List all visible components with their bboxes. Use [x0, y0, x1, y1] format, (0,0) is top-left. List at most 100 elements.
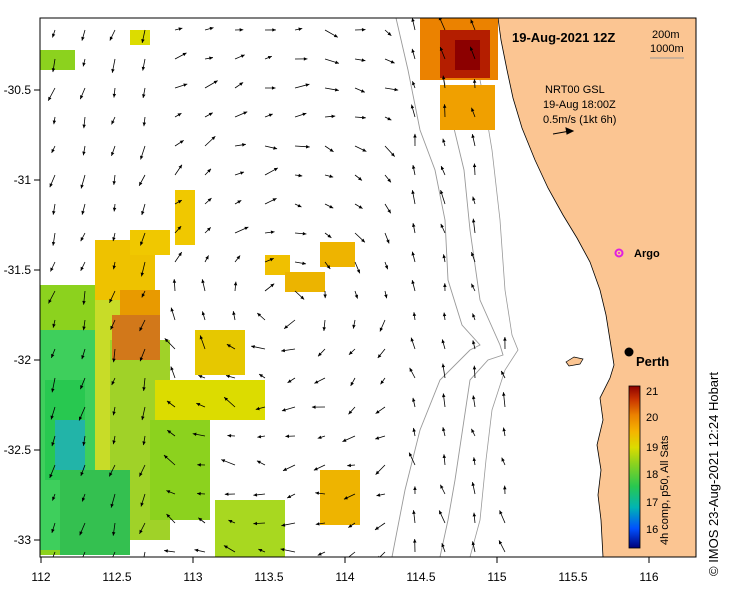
current-arrow	[502, 427, 506, 437]
credit-text: © IMOS 23-Aug-2021 12:24 Hobart	[706, 372, 721, 576]
current-arrow	[174, 112, 182, 118]
current-arrow	[51, 29, 56, 38]
current-arrow	[374, 522, 386, 531]
colorbar-tick: 17	[646, 497, 658, 509]
isobath-shelf	[469, 29, 519, 557]
current-arrow	[408, 452, 416, 466]
current-arrow	[264, 167, 279, 176]
current-arrow	[112, 261, 116, 270]
current-arrow	[112, 87, 117, 98]
current-arrow	[255, 406, 266, 411]
current-arrow	[112, 174, 116, 185]
current-arrow	[80, 464, 86, 476]
current-arrow	[234, 28, 244, 32]
current-arrow	[354, 261, 361, 274]
current-arrow	[111, 145, 116, 157]
current-arrow	[110, 319, 116, 330]
current-arrow	[472, 457, 477, 466]
current-arrow	[142, 377, 146, 391]
current-arrow	[441, 363, 446, 379]
current-arrow	[226, 343, 236, 350]
current-arrow	[350, 377, 356, 387]
current-arrow	[294, 27, 303, 31]
current-arrow	[311, 405, 326, 409]
current-arrow	[377, 348, 386, 359]
city-label: Perth	[636, 354, 669, 369]
x-tick-label: 112.5	[102, 570, 131, 584]
map-title: 19-Aug-2021 12Z	[512, 30, 615, 45]
y-tick-label: -32.5	[4, 443, 32, 457]
current-arrow	[412, 510, 416, 524]
current-arrow	[500, 370, 506, 379]
current-arrow	[411, 190, 416, 205]
current-arrow	[141, 290, 146, 298]
current-arrow	[81, 493, 86, 502]
current-arrow	[413, 133, 417, 147]
current-arrow	[324, 174, 334, 178]
current-arrow	[442, 254, 446, 263]
current-arrow	[50, 348, 56, 358]
current-arrow	[49, 464, 56, 479]
current-arrow	[281, 522, 296, 527]
current-arrow	[354, 145, 367, 152]
current-arrow	[413, 538, 417, 553]
current-arrow	[354, 203, 363, 209]
current-arrow	[378, 551, 386, 557]
current-arrow	[50, 406, 56, 420]
current-arrow	[283, 319, 296, 330]
current-arrow	[441, 339, 446, 350]
y-tick-label: -33	[14, 533, 32, 547]
current-arrow	[294, 290, 305, 300]
current-arrow	[502, 392, 506, 408]
current-arrow	[264, 55, 272, 60]
current-arrow	[472, 79, 477, 89]
current-arrow	[141, 58, 146, 71]
colorbar-tick: 19	[646, 442, 658, 454]
current-arrow	[442, 312, 447, 321]
current-arrow	[471, 133, 476, 147]
current-arrow	[258, 373, 266, 379]
current-arrow	[317, 435, 326, 439]
isobath-label-200m: 200m	[652, 29, 680, 41]
perth-city-marker	[624, 347, 634, 357]
current-arrow	[285, 434, 296, 438]
current-arrow	[469, 46, 476, 60]
current-arrow	[354, 174, 363, 181]
x-tick-label: 113	[183, 570, 202, 584]
current-arrow	[172, 279, 177, 292]
current-arrow	[250, 345, 266, 350]
current-arrow	[52, 116, 57, 125]
current-arrow	[174, 83, 188, 89]
current-arrow	[221, 459, 236, 466]
current-arrow	[139, 464, 146, 477]
current-arrow	[82, 116, 86, 129]
current-arrow	[204, 227, 212, 234]
current-arrow	[472, 395, 476, 408]
current-arrow	[204, 168, 212, 176]
current-arrow	[174, 164, 183, 176]
current-arrow	[294, 231, 307, 236]
current-arrow	[412, 312, 417, 321]
current-arrow	[347, 463, 356, 468]
current-arrow	[410, 337, 416, 350]
current-arrow	[384, 145, 395, 157]
current-arrow	[174, 251, 183, 263]
colorbar-tick: 20	[646, 412, 658, 424]
current-arrow	[198, 517, 206, 524]
current-arrow	[324, 29, 339, 38]
current-arrow	[343, 493, 356, 500]
current-arrow	[139, 319, 146, 332]
sst-field	[40, 18, 498, 557]
current-arrow	[50, 261, 56, 272]
current-arrow	[442, 138, 446, 147]
isobath-1000m	[391, 18, 481, 557]
current-arrow	[439, 484, 446, 495]
current-arrow	[498, 540, 506, 553]
current-arrow	[442, 104, 447, 118]
current-arrow	[257, 434, 266, 439]
current-arrow	[294, 203, 302, 208]
current-arrow	[234, 171, 245, 176]
current-arrow	[324, 114, 336, 119]
current-arrow	[112, 435, 116, 445]
current-arrow	[409, 367, 416, 379]
